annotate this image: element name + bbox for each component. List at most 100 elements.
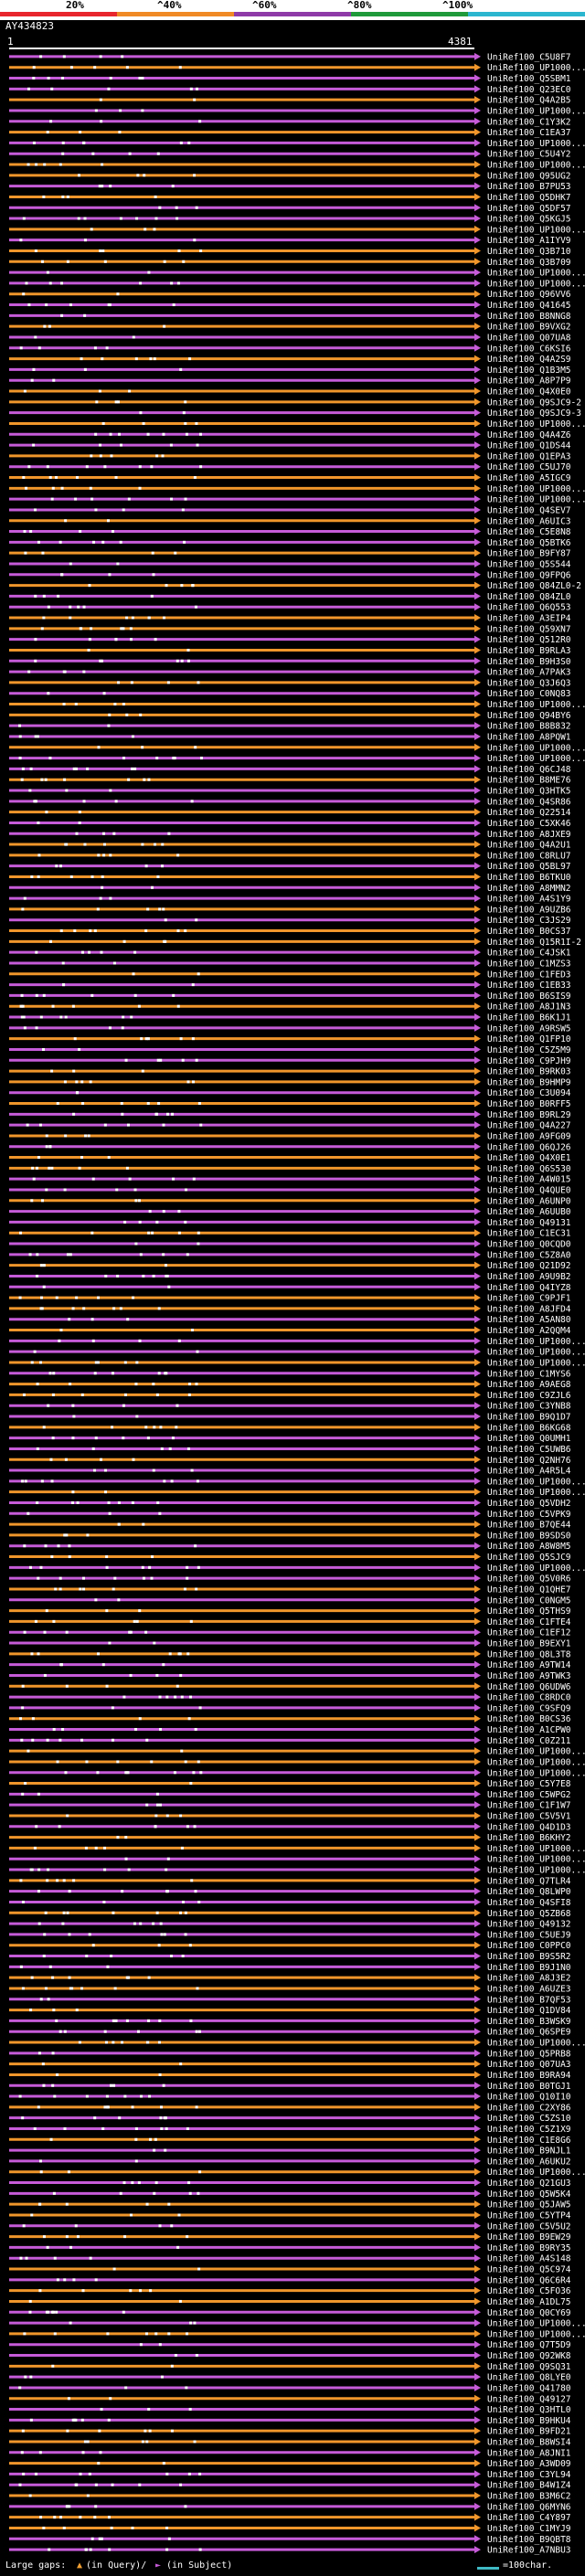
hit-row: UniRef100_Q5DF57 bbox=[9, 204, 571, 214]
hit-arrow bbox=[474, 204, 481, 212]
gap-dot bbox=[145, 2440, 149, 2443]
gap-dot bbox=[181, 1955, 185, 1958]
hit-label: UniRef100_A8PQW1 bbox=[487, 732, 571, 742]
gap-dot bbox=[185, 2386, 188, 2390]
gap-dot bbox=[24, 1479, 27, 1483]
gap-dot bbox=[99, 98, 102, 101]
gap-dot bbox=[50, 1479, 54, 1483]
hit-label: UniRef100_Q3B709 bbox=[487, 258, 571, 268]
gap-dot bbox=[199, 465, 203, 469]
hit-row: UniRef100_B8NNG8 bbox=[9, 312, 571, 322]
gap-dot bbox=[34, 800, 37, 803]
gap-dot bbox=[182, 1900, 186, 1903]
gap-dot bbox=[196, 443, 199, 447]
hit-row: UniRef100_Q2NH76 bbox=[9, 1456, 571, 1466]
gap-dot bbox=[18, 724, 22, 727]
hit-row: UniRef100_B9HKU4 bbox=[9, 2416, 571, 2426]
gap-dot bbox=[103, 465, 107, 469]
hit-arrow bbox=[474, 668, 481, 676]
hit-row: UniRef100_B9FY87 bbox=[9, 549, 571, 559]
hit-row: UniRef100_Q4A2B5 bbox=[9, 96, 571, 106]
gap-dot bbox=[70, 1987, 74, 1990]
hit-label: UniRef100_C5U8F7 bbox=[487, 52, 571, 62]
gap-dot bbox=[68, 1890, 71, 1893]
hit-row: UniRef100_B9FD21 bbox=[9, 2427, 571, 2437]
gap-dot bbox=[97, 1296, 101, 1299]
hit-label: UniRef100_C5UEJ9 bbox=[487, 1930, 571, 1940]
gap-dot bbox=[41, 2062, 45, 2066]
hit-label: UniRef100_Q07UA3 bbox=[487, 2060, 571, 2070]
hit-row: UniRef100_UP1000... bbox=[9, 1477, 585, 1487]
gap-dot bbox=[114, 800, 118, 803]
gap-dot bbox=[131, 2105, 134, 2109]
gap-dot bbox=[175, 1426, 178, 1429]
hit-row: UniRef100_B8ME76 bbox=[9, 776, 571, 786]
hit-row: UniRef100_C3JS29 bbox=[9, 916, 571, 926]
gap-dot bbox=[138, 77, 142, 80]
hit-arrow bbox=[474, 85, 481, 93]
gap-dot bbox=[111, 1372, 114, 1375]
gap-dot bbox=[69, 2321, 72, 2325]
gap-dot bbox=[145, 2202, 149, 2206]
gap-dot bbox=[69, 303, 72, 307]
hit-label: UniRef100_B6K1J1 bbox=[487, 1013, 571, 1023]
hit-arrow bbox=[474, 333, 481, 341]
hit-arrow bbox=[474, 635, 481, 643]
gap-dot bbox=[107, 1156, 111, 1160]
hit-label: UniRef100_Q9SQ31 bbox=[487, 2362, 571, 2372]
gap-dot bbox=[27, 163, 30, 166]
gap-dot bbox=[34, 508, 37, 512]
gap-dot bbox=[150, 1576, 154, 1580]
gap-dot bbox=[94, 1361, 98, 1364]
gap-dot bbox=[157, 2041, 161, 2044]
hit-row: UniRef100_C2XY86 bbox=[9, 2103, 571, 2113]
identity-legend: 20% ^40% ^60% ^80% ^100% bbox=[0, 0, 585, 20]
gap-dot bbox=[18, 2483, 22, 2486]
gap-dot bbox=[94, 109, 98, 112]
hit-row: UniRef100_Q59XN7 bbox=[9, 624, 571, 634]
gap-dot bbox=[48, 2548, 51, 2551]
hit-label: UniRef100_UP1000... bbox=[487, 2329, 585, 2339]
gap-dot bbox=[18, 1296, 22, 1299]
gap-dot bbox=[45, 303, 48, 307]
hit-label: UniRef100_Q4X0E0 bbox=[487, 387, 571, 398]
gap-dot bbox=[134, 1242, 138, 1246]
hit-label: UniRef100_C8RLU7 bbox=[487, 851, 571, 861]
gap-dot bbox=[80, 1393, 84, 1396]
hit-label: UniRef100_Q4A2S9 bbox=[487, 355, 571, 365]
gap-dot bbox=[29, 530, 33, 534]
gap-dot bbox=[78, 821, 81, 824]
hit-arrow bbox=[474, 657, 481, 665]
hit-arrow bbox=[474, 473, 481, 482]
hit-row: UniRef100_Q22514 bbox=[9, 808, 571, 818]
hit-arrow bbox=[474, 1736, 481, 1744]
gap-dot bbox=[158, 2019, 162, 2022]
gap-dot bbox=[113, 703, 117, 706]
hit-arrow bbox=[474, 905, 481, 913]
hit-label: UniRef100_Q3HTL0 bbox=[487, 2405, 571, 2415]
gap-dot bbox=[21, 2429, 25, 2433]
hit-arrow bbox=[474, 1510, 481, 1518]
hit-label: UniRef100_UP1000... bbox=[487, 1564, 585, 1574]
hit-arrow bbox=[474, 2006, 481, 2014]
hit-label: UniRef100_C5UWB6 bbox=[487, 1445, 571, 1455]
gap-dot bbox=[113, 1576, 117, 1580]
gap-dot bbox=[69, 605, 72, 609]
hit-label: UniRef100_Q8L3T8 bbox=[487, 1649, 571, 1659]
gap-dot bbox=[56, 1102, 59, 1106]
hit-label: UniRef100_A8MMN2 bbox=[487, 884, 571, 894]
gap-dot bbox=[124, 1857, 128, 1860]
gap-dot bbox=[37, 540, 40, 544]
gap-dot bbox=[20, 993, 24, 997]
gap-dot bbox=[194, 1544, 197, 1548]
gap-dot bbox=[58, 864, 62, 868]
gap-dot bbox=[35, 1825, 38, 1829]
gap-dot bbox=[103, 2030, 107, 2033]
gap-dot bbox=[178, 66, 182, 69]
hit-arrow bbox=[474, 808, 481, 816]
hit-row: UniRef100_B6TKU0 bbox=[9, 873, 571, 883]
hit-row: UniRef100_B8B832 bbox=[9, 722, 571, 732]
gap-dot bbox=[156, 152, 160, 155]
hit-row: UniRef100_B9RK03 bbox=[9, 1067, 571, 1077]
gap-dot bbox=[131, 767, 134, 770]
